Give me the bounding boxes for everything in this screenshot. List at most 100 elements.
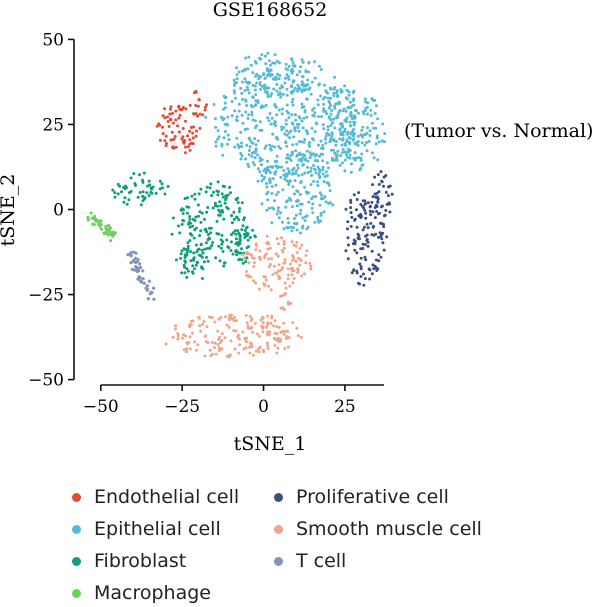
data-point bbox=[301, 60, 305, 64]
data-point bbox=[271, 132, 275, 136]
data-point bbox=[279, 294, 282, 298]
data-point bbox=[259, 106, 263, 110]
data-point bbox=[295, 326, 299, 330]
data-point bbox=[161, 114, 165, 118]
data-point bbox=[326, 125, 330, 129]
data-point bbox=[304, 254, 308, 257]
data-point bbox=[296, 199, 300, 202]
data-point bbox=[256, 153, 260, 157]
data-point bbox=[228, 185, 231, 189]
data-point bbox=[319, 197, 323, 201]
data-point bbox=[235, 253, 239, 257]
data-point bbox=[313, 76, 317, 80]
data-point bbox=[332, 94, 336, 98]
data-point bbox=[214, 117, 217, 121]
data-point bbox=[258, 156, 262, 160]
data-point bbox=[296, 334, 300, 338]
data-point bbox=[339, 88, 343, 92]
data-point bbox=[321, 152, 325, 156]
data-point bbox=[295, 222, 299, 226]
data-point bbox=[185, 350, 188, 354]
data-point bbox=[134, 251, 138, 255]
data-point bbox=[297, 86, 301, 89]
data-point bbox=[286, 267, 290, 271]
data-point bbox=[319, 68, 323, 71]
data-point bbox=[138, 191, 142, 194]
data-point bbox=[264, 144, 268, 148]
data-point bbox=[240, 228, 244, 232]
data-point bbox=[243, 68, 247, 72]
data-point bbox=[232, 217, 236, 221]
data-point bbox=[174, 118, 178, 122]
data-point bbox=[244, 157, 248, 161]
data-point bbox=[325, 161, 329, 165]
data-point bbox=[296, 271, 300, 275]
data-point bbox=[274, 271, 277, 275]
data-point bbox=[170, 130, 174, 134]
data-point bbox=[263, 275, 267, 279]
data-point bbox=[264, 167, 268, 171]
data-point bbox=[376, 173, 380, 177]
data-point bbox=[288, 157, 292, 161]
data-point bbox=[260, 163, 263, 167]
x-tick-label: 0 bbox=[258, 397, 269, 417]
data-point bbox=[233, 229, 237, 233]
data-point bbox=[205, 255, 208, 259]
data-point bbox=[141, 195, 145, 198]
data-point bbox=[355, 208, 358, 212]
data-point bbox=[281, 92, 285, 96]
data-point bbox=[152, 286, 156, 290]
data-point bbox=[246, 238, 250, 242]
data-point bbox=[343, 84, 347, 88]
chart-title: GSE168652 bbox=[213, 0, 328, 21]
data-point bbox=[304, 70, 308, 74]
data-point bbox=[240, 247, 243, 251]
data-point bbox=[133, 182, 137, 185]
data-point bbox=[189, 259, 193, 263]
data-point bbox=[266, 51, 270, 55]
data-point bbox=[265, 185, 269, 189]
data-point bbox=[353, 248, 357, 252]
data-point bbox=[344, 109, 348, 113]
data-point bbox=[285, 93, 289, 97]
data-point bbox=[186, 342, 190, 346]
data-point bbox=[173, 135, 177, 138]
data-point bbox=[166, 115, 169, 119]
data-point bbox=[346, 220, 350, 224]
data-point bbox=[86, 215, 90, 219]
data-point bbox=[135, 267, 139, 271]
data-point bbox=[270, 92, 274, 96]
data-point bbox=[208, 246, 212, 250]
data-point bbox=[364, 211, 368, 215]
data-point bbox=[263, 76, 267, 80]
data-point bbox=[383, 132, 387, 136]
data-point bbox=[301, 75, 304, 78]
data-point bbox=[323, 137, 327, 141]
data-point bbox=[265, 234, 269, 238]
data-point bbox=[302, 140, 306, 144]
data-point bbox=[365, 131, 369, 135]
data-point bbox=[296, 89, 299, 93]
data-point bbox=[314, 195, 318, 198]
data-point bbox=[294, 172, 298, 176]
data-point bbox=[283, 347, 287, 350]
data-point bbox=[276, 254, 280, 258]
data-point bbox=[359, 167, 363, 170]
data-point bbox=[161, 186, 164, 190]
data-point bbox=[274, 124, 278, 128]
data-point bbox=[318, 203, 322, 207]
legend-label: Macrophage bbox=[94, 582, 211, 604]
data-point bbox=[272, 336, 276, 340]
data-point bbox=[172, 137, 176, 141]
data-point bbox=[220, 242, 224, 246]
data-point bbox=[279, 337, 282, 341]
data-point bbox=[269, 122, 273, 126]
data-point bbox=[282, 240, 286, 243]
data-point bbox=[217, 232, 221, 236]
data-point bbox=[291, 80, 295, 84]
data-point bbox=[360, 141, 364, 145]
data-point bbox=[322, 210, 326, 214]
data-point bbox=[232, 210, 236, 214]
data-point bbox=[273, 61, 277, 65]
data-point bbox=[272, 264, 276, 268]
